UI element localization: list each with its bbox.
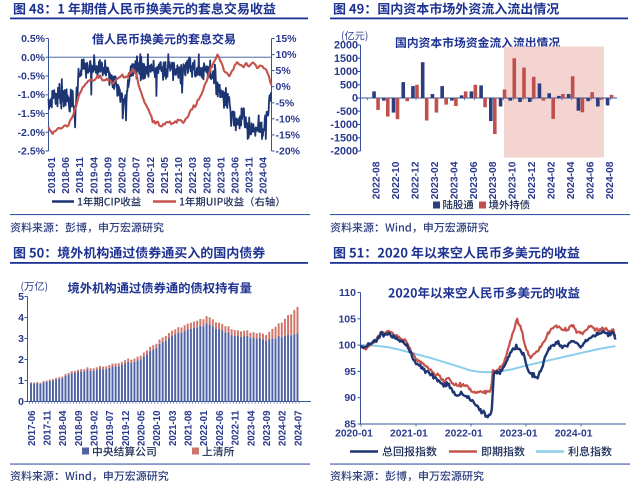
svg-text:1000: 1000 [334, 66, 358, 78]
svg-text:4: 4 [18, 312, 24, 324]
svg-text:2019-12: 2019-12 [121, 411, 132, 447]
svg-text:2023-04: 2023-04 [246, 410, 257, 446]
svg-text:-2000: -2000 [330, 146, 358, 158]
svg-text:2022-01: 2022-01 [445, 429, 483, 440]
svg-text:2020-10: 2020-10 [152, 411, 163, 447]
svg-text:-10%: -10% [276, 113, 301, 125]
svg-text:2018-09: 2018-09 [74, 410, 85, 446]
svg-text:2017-06: 2017-06 [27, 410, 38, 446]
svg-text:2000: 2000 [334, 40, 358, 52]
svg-text:2024-07: 2024-07 [293, 410, 304, 446]
svg-text:2022-11: 2022-11 [231, 410, 242, 446]
svg-text:2019-02: 2019-02 [90, 411, 101, 447]
svg-text:2019-09: 2019-09 [103, 157, 114, 194]
svg-text:2022-08: 2022-08 [371, 161, 382, 199]
svg-text:2021-05: 2021-05 [160, 157, 171, 194]
svg-text:2021-08: 2021-08 [184, 410, 195, 446]
svg-text:2022-08: 2022-08 [202, 157, 213, 194]
svg-text:100: 100 [338, 340, 356, 352]
svg-text:2020-05: 2020-05 [137, 410, 148, 446]
svg-text:1: 1 [18, 375, 24, 387]
svg-text:2017-11: 2017-11 [42, 410, 53, 446]
svg-text:-1000: -1000 [330, 119, 358, 131]
svg-text:2020-02: 2020-02 [118, 157, 129, 194]
svg-text:-0.5%: -0.5% [18, 71, 46, 83]
svg-text:15%: 15% [276, 33, 298, 45]
svg-text:2021-03: 2021-03 [168, 410, 179, 446]
svg-text:2024-08: 2024-08 [605, 161, 616, 199]
svg-text:2023-10: 2023-10 [508, 161, 519, 199]
svg-text:2023-08: 2023-08 [488, 161, 499, 199]
svg-text:-1.0%: -1.0% [18, 89, 46, 101]
svg-text:105: 105 [338, 313, 356, 325]
svg-text:2019-04: 2019-04 [89, 157, 100, 194]
svg-text:-1500: -1500 [330, 132, 358, 144]
svg-text:10%: 10% [276, 49, 298, 61]
svg-text:2024-06: 2024-06 [586, 161, 597, 199]
svg-text:-15%: -15% [276, 129, 301, 141]
svg-text:2022-12: 2022-12 [410, 161, 421, 199]
svg-text:2023-02: 2023-02 [430, 161, 441, 199]
svg-text:2021-01: 2021-01 [390, 429, 428, 440]
svg-text:2023-12: 2023-12 [527, 161, 538, 199]
svg-text:0.5%: 0.5% [21, 33, 46, 45]
svg-text:95: 95 [344, 366, 356, 378]
svg-text:2023-01: 2023-01 [216, 157, 227, 194]
svg-text:85: 85 [344, 419, 356, 431]
svg-text:500: 500 [340, 80, 358, 92]
svg-text:5%: 5% [276, 65, 292, 77]
svg-text:2018-11: 2018-11 [75, 157, 86, 194]
svg-text:2: 2 [18, 354, 24, 366]
svg-text:2020-01: 2020-01 [335, 429, 373, 440]
svg-text:2024-02: 2024-02 [278, 411, 289, 447]
svg-text:3: 3 [18, 333, 24, 345]
svg-text:2021-10: 2021-10 [174, 157, 185, 194]
svg-text:2020-12: 2020-12 [146, 157, 157, 194]
svg-text:-1.5%: -1.5% [18, 108, 46, 120]
svg-text:2018-04: 2018-04 [58, 410, 69, 446]
svg-text:-5%: -5% [276, 97, 295, 109]
svg-text:2023-11: 2023-11 [245, 157, 256, 194]
svg-text:2020-07: 2020-07 [132, 157, 143, 194]
svg-text:0: 0 [18, 396, 24, 408]
svg-text:2024-04: 2024-04 [259, 157, 270, 194]
svg-text:-500: -500 [336, 106, 358, 118]
svg-text:-2.0%: -2.0% [18, 127, 46, 139]
svg-text:2023-09: 2023-09 [262, 410, 273, 446]
svg-text:2023-06: 2023-06 [469, 161, 480, 199]
svg-text:5: 5 [18, 291, 24, 303]
svg-text:2024-02: 2024-02 [547, 161, 558, 199]
svg-text:-20%: -20% [276, 146, 301, 158]
svg-text:0%: 0% [276, 81, 292, 93]
svg-text:2022-10: 2022-10 [391, 161, 402, 199]
svg-text:90: 90 [344, 392, 356, 404]
svg-text:2022-03: 2022-03 [188, 157, 199, 194]
svg-text:2023-06: 2023-06 [230, 157, 241, 194]
svg-text:1500: 1500 [334, 53, 358, 65]
svg-text:2022-06: 2022-06 [215, 410, 226, 446]
svg-text:2022-01: 2022-01 [199, 410, 210, 446]
svg-text:0.0%: 0.0% [21, 52, 46, 64]
svg-text:2019-07: 2019-07 [105, 410, 116, 446]
svg-text:2024-04: 2024-04 [566, 161, 577, 199]
svg-text:110: 110 [339, 287, 356, 299]
svg-text:2024-01: 2024-01 [555, 429, 593, 440]
svg-text:2023-04: 2023-04 [449, 161, 460, 199]
svg-text:2018-01: 2018-01 [47, 157, 58, 194]
svg-text:2023-01: 2023-01 [500, 429, 538, 440]
svg-text:0: 0 [352, 93, 358, 105]
svg-text:2018-06: 2018-06 [61, 157, 72, 194]
svg-text:-2.5%: -2.5% [18, 146, 46, 158]
